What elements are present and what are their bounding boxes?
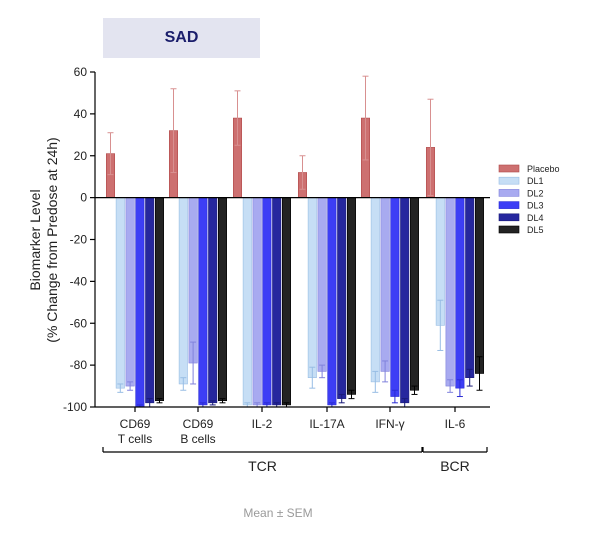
legend: Placebo DL1 DL2 DL3 DL4 DL5 xyxy=(498,164,560,235)
x-tick-label-3: IL-17A xyxy=(309,417,344,431)
bar-dl2-2 xyxy=(252,197,262,406)
bar-dl3-5 xyxy=(455,197,465,389)
y-axis-label-line1: Biomarker Level xyxy=(27,189,43,290)
y-tick-label-6: -60 xyxy=(70,316,88,330)
bar-dl1-4 xyxy=(370,197,380,383)
bar-dl4-3 xyxy=(337,197,347,399)
group-label-0: TCR xyxy=(248,458,277,474)
bar-dl2-3 xyxy=(317,197,327,372)
y-tick-label-2: 20 xyxy=(74,149,88,163)
x-tick-label-4: IFN-γ xyxy=(375,417,404,431)
bars-layer xyxy=(106,75,484,408)
x-tick-label-0: CD69 xyxy=(120,417,151,431)
legend-swatch-dl5 xyxy=(498,225,520,234)
y-tick-label-3: 0 xyxy=(80,191,87,205)
x-tick-sublabel-1: B cells xyxy=(180,432,215,446)
bar-dl5-0 xyxy=(155,197,165,402)
bar-dl4-0 xyxy=(145,197,155,404)
bar-dl5-3 xyxy=(346,197,356,395)
legend-label-dl3: DL3 xyxy=(527,201,544,211)
y-tick-label-4: -20 xyxy=(70,233,88,247)
bar-dl5-5 xyxy=(474,197,484,374)
footnote: Mean ± SEM xyxy=(243,506,313,520)
legend-swatch-dl3 xyxy=(498,201,520,209)
legend-label-dl4: DL4 xyxy=(527,213,544,223)
bar-dl2-5 xyxy=(445,197,455,387)
legend-swatch-dl4 xyxy=(498,213,520,222)
x-tick-label-1: CD69 xyxy=(183,417,214,431)
group-label-1: BCR xyxy=(440,458,470,474)
y-axis-label-line2: (% Change from Predose at 24h) xyxy=(44,137,60,342)
bar-dl1-1 xyxy=(178,197,188,385)
chart-title: SAD xyxy=(164,29,199,46)
y-tick-label-7: -80 xyxy=(70,358,88,372)
legend-label-dl2: DL2 xyxy=(527,188,544,198)
bar-dl2-1 xyxy=(188,197,198,364)
legend-label-dl1: DL1 xyxy=(527,176,544,186)
legend-swatch-dl1 xyxy=(498,176,520,185)
bar-dl2-4 xyxy=(380,197,390,372)
y-tick-label-8: -100 xyxy=(63,400,87,414)
x-tick-label-5: IL-6 xyxy=(445,417,466,431)
bar-dl3-3 xyxy=(327,197,337,406)
x-tick-label-2: IL-2 xyxy=(252,417,273,431)
chart-title-box: SAD xyxy=(103,18,260,58)
y-tick-label-1: 40 xyxy=(74,107,88,121)
x-tick-sublabel-0: T cells xyxy=(118,432,152,446)
y-tick-label-5: -40 xyxy=(70,274,88,288)
bar-dl4-4 xyxy=(400,197,410,404)
legend-swatch-placebo xyxy=(498,164,520,173)
legend-swatch-dl2 xyxy=(498,189,520,197)
y-tick-label-0: 60 xyxy=(74,65,88,79)
bar-dl3-1 xyxy=(198,197,208,406)
bar-dl3-0 xyxy=(135,197,145,408)
bar-dl2-0 xyxy=(125,197,135,387)
bar-dl4-2 xyxy=(272,197,282,406)
bar-dl5-1 xyxy=(218,197,228,402)
bar-dl1-0 xyxy=(115,197,125,389)
bar-dl4-5 xyxy=(465,197,475,378)
bar-dl4-1 xyxy=(208,197,218,404)
bar-dl5-4 xyxy=(409,197,419,391)
legend-label-dl5: DL5 xyxy=(527,225,544,235)
bar-dl3-2 xyxy=(262,197,272,406)
legend-label-placebo: Placebo xyxy=(527,164,560,174)
bar-dl5-2 xyxy=(281,197,291,406)
bar-dl3-4 xyxy=(390,197,400,397)
bar-dl1-3 xyxy=(307,197,317,378)
bar-dl1-2 xyxy=(242,197,252,406)
